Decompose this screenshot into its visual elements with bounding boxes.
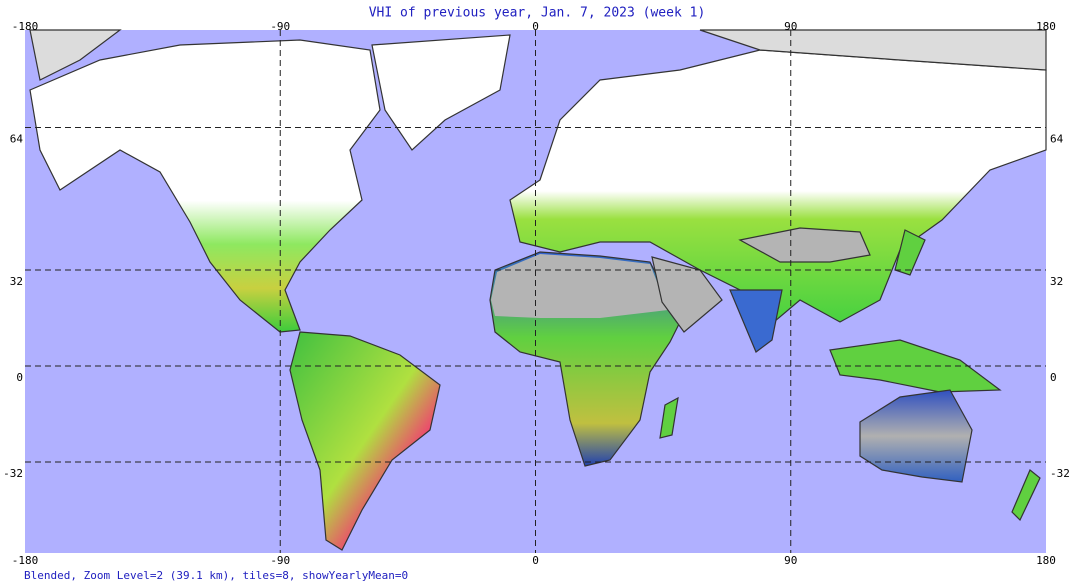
lon-label-bottom: 180 [1036,554,1056,567]
lat-label-right: -32 [1050,467,1070,480]
lon-label-top: 0 [532,20,539,33]
lon-label-top: -90 [270,20,290,33]
graticule [25,30,1046,553]
map-title: VHI of previous year, Jan. 7, 2023 (week… [369,6,706,21]
lat-label-right: 0 [1050,371,1057,384]
lon-label-top: -180 [12,20,39,33]
lat-label-left: 64 [10,132,24,145]
lon-label-bottom: -90 [270,554,290,567]
lat-label-right: 64 [1050,132,1064,145]
lon-label-top: 90 [784,20,797,33]
lat-label-left: 0 [16,371,23,384]
lat-label-left: 32 [10,275,23,288]
lat-label-left: -32 [3,467,23,480]
lat-label-right: 32 [1050,275,1063,288]
footer: Blended, Zoom Level=2 (39.1 km), tiles=8… [24,569,408,582]
lon-label-bottom: -180 [12,554,39,567]
lon-label-top: 180 [1036,20,1056,33]
lon-label-bottom: 0 [532,554,539,567]
lon-label-bottom: 90 [784,554,797,567]
